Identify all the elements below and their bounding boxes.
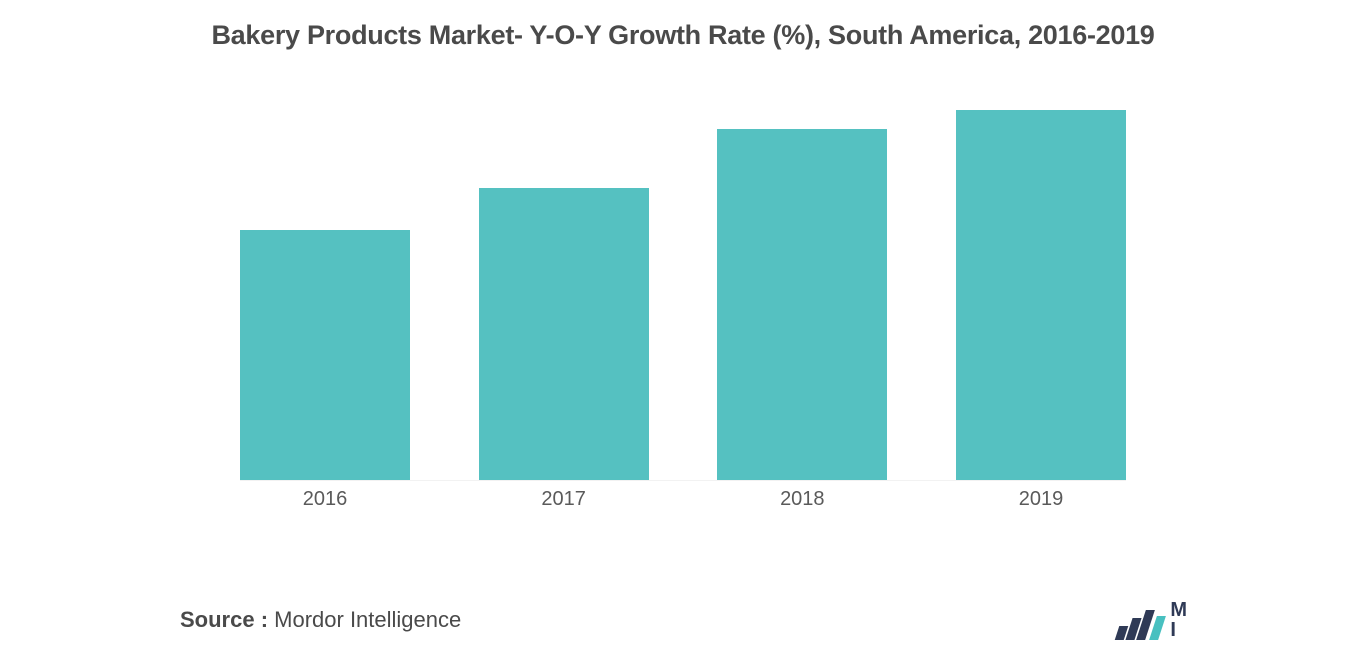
bar-label-2016: 2016 [303, 488, 348, 511]
plot-area: 2016 2017 2018 2019 [60, 91, 1306, 511]
bar-group-2017: 2017 [479, 188, 649, 481]
chart-title: Bakery Products Market- Y-O-Y Growth Rat… [60, 20, 1306, 51]
bar-2017 [479, 188, 649, 481]
footer: Source : Mordor Intelligence M I [180, 600, 1306, 640]
bar-label-2018: 2018 [780, 488, 825, 511]
logo-letter-top: M [1170, 600, 1186, 620]
bar-2016 [240, 230, 410, 480]
bar-group-2018: 2018 [717, 129, 887, 480]
bar-group-2016: 2016 [240, 230, 410, 480]
bar-label-2019: 2019 [1019, 488, 1064, 511]
source-label: Source : [180, 607, 274, 632]
logo-letter-bottom: I [1170, 620, 1186, 640]
bars-wrapper: 2016 2017 2018 2019 [240, 91, 1126, 481]
bar-label-2017: 2017 [541, 488, 586, 511]
chart-container: Bakery Products Market- Y-O-Y Growth Rat… [0, 0, 1366, 655]
bar-2019 [956, 110, 1126, 481]
source-value: Mordor Intelligence [274, 607, 461, 632]
logo-bars-icon [1117, 610, 1162, 640]
bar-group-2019: 2019 [956, 110, 1126, 481]
source-text: Source : Mordor Intelligence [180, 607, 461, 633]
logo-bar-4 [1149, 616, 1166, 640]
bar-2018 [717, 129, 887, 480]
brand-logo: M I [1117, 600, 1186, 640]
logo-text: M I [1170, 600, 1186, 640]
